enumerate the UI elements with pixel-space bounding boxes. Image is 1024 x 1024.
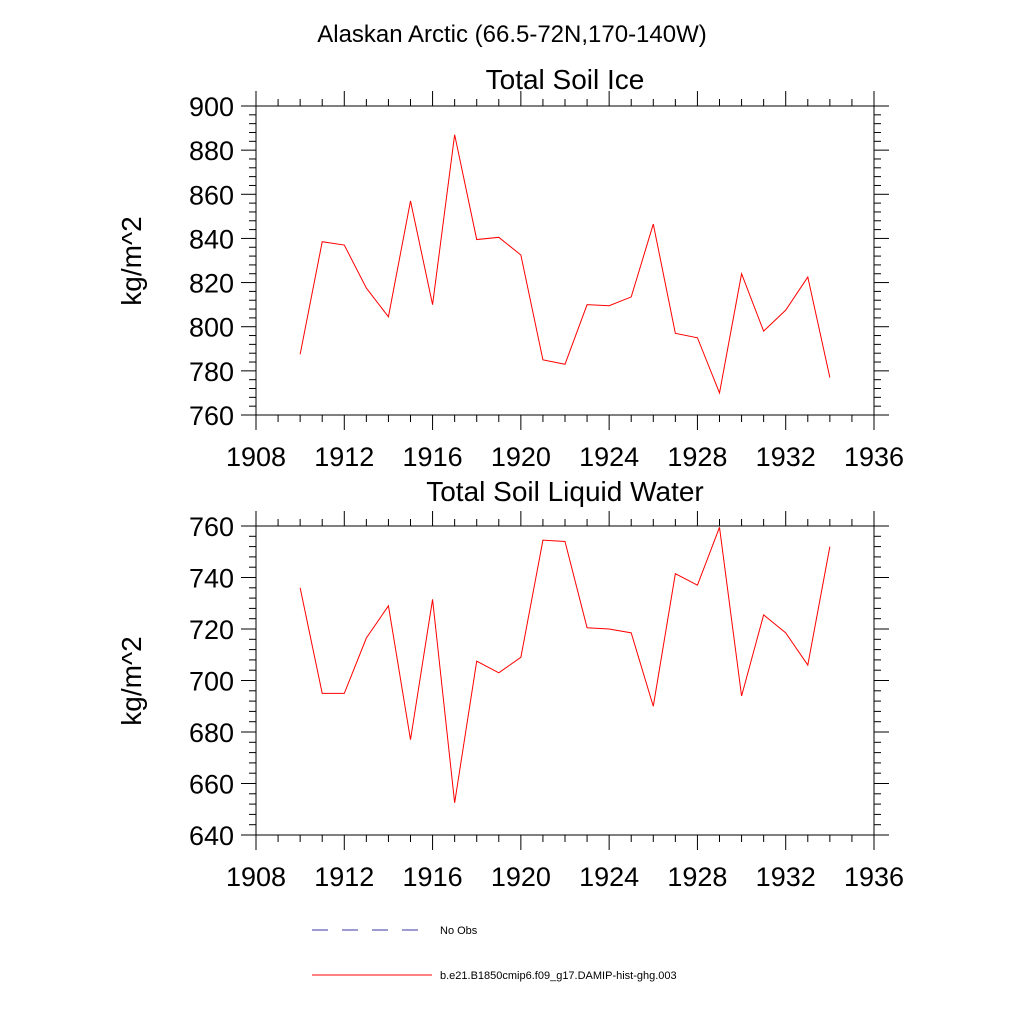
y-tick-label: 680 — [189, 718, 234, 748]
y-tick-label: 820 — [189, 269, 234, 299]
y-tick-label: 900 — [189, 92, 234, 122]
y-tick-label: 760 — [189, 512, 234, 542]
panel-title: Total Soil Ice — [486, 64, 645, 95]
y-tick-label: 700 — [189, 667, 234, 697]
x-tick-label: 1928 — [667, 862, 727, 892]
y-tick-label: 660 — [189, 770, 234, 800]
panel-total-soil-ice: Total Soil Ice kg/m^2 1908 1912 1916 1920 19… — [116, 64, 904, 472]
x-tick-label: 1932 — [756, 442, 816, 472]
x-tick-label: 1908 — [226, 442, 286, 472]
series-line — [299, 134, 831, 395]
legend: No Obs b.e21.B1850cmip6.f09_g17.DAMIP-hi… — [312, 925, 677, 982]
x-tick-label: 1916 — [403, 442, 463, 472]
plot-frame — [255, 105, 875, 416]
x-tick-label: 1928 — [667, 442, 727, 472]
y-tick-label: 800 — [189, 313, 234, 343]
legend-label-no-obs: No Obs — [440, 925, 478, 937]
x-tick-label: 1912 — [314, 442, 374, 472]
plot-frame — [255, 525, 875, 836]
legend-label-model: b.e21.B1850cmip6.f09_g17.DAMIP-hist-ghg.… — [440, 970, 677, 982]
x-tick-label: 1920 — [491, 862, 551, 892]
x-tick-label: 1908 — [226, 862, 286, 892]
y-axis-label: kg/m^2 — [116, 216, 147, 305]
y-axis-label: kg/m^2 — [116, 636, 147, 725]
figure-title: Alaskan Arctic (66.5-72N,170-140W) — [317, 21, 707, 48]
plot-area: 1908 1912 1916 1920 1924 1928 1932 1936 640 660 68… — [189, 511, 904, 892]
x-tick-label: 1924 — [579, 442, 639, 472]
x-tick-label: 1932 — [756, 862, 816, 892]
y-tick-label: 880 — [189, 136, 234, 166]
y-tick-label: 840 — [189, 224, 234, 254]
y-tick-label: 640 — [189, 821, 234, 851]
x-tick-label: 1924 — [579, 862, 639, 892]
y-tick-label: 740 — [189, 564, 234, 594]
panel-total-soil-liquid-water: Total Soil Liquid Water kg/m^2 1908 1912 1… — [116, 476, 904, 892]
series-line — [299, 527, 831, 803]
x-tick-label: 1920 — [491, 442, 551, 472]
y-tick-label: 860 — [189, 180, 234, 210]
x-tick-label: 1916 — [403, 862, 463, 892]
x-tick-label: 1912 — [314, 862, 374, 892]
x-tick-label: 1936 — [844, 862, 904, 892]
panel-title: Total Soil Liquid Water — [426, 476, 704, 507]
x-tick-label: 1936 — [844, 442, 904, 472]
y-tick-label: 720 — [189, 615, 234, 645]
y-tick-label: 780 — [189, 357, 234, 387]
y-tick-label: 760 — [189, 401, 234, 431]
plot-area: 1908 1912 1916 1920 1924 1928 1932 1936 760 780 80… — [189, 91, 904, 472]
